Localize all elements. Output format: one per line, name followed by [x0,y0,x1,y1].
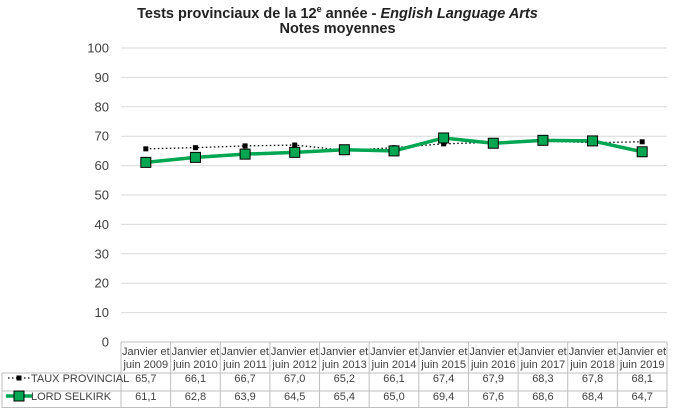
x-tick-label: Janvier et [172,346,220,358]
chart-subtitle: Notes moyennes [279,21,396,37]
data-value-label: 68,6 [532,391,553,403]
y-tick-label: 10 [95,305,109,320]
data-point-lord-selkirk [636,146,648,158]
data-point-lord-selkirk [537,134,549,146]
x-tick-label: juin 2009 [122,359,168,371]
y-tick-label: 70 [95,129,109,144]
x-tick-label: Janvier et [519,346,567,358]
y-tick-label: 100 [87,41,109,56]
data-point-lord-selkirk [140,156,152,168]
data-point-taux-provincial [192,145,198,151]
data-value-label: 65,7 [135,373,156,385]
data-value-label: 66,1 [185,373,206,385]
legend-marker-lord-selkirk [13,390,25,402]
data-value-label: 66,7 [234,373,255,385]
x-tick-label: juin 2014 [371,359,417,371]
data-value-label: 65,0 [383,391,404,403]
y-tick-label: 60 [95,158,109,173]
data-point-lord-selkirk [189,151,201,163]
data-value-label: 62,8 [185,391,206,403]
data-value-label: 68,1 [631,373,652,385]
data-point-lord-selkirk [338,144,350,156]
data-value-label: 65,4 [334,391,355,403]
title-prefix: Tests provinciaux de la 12 [137,5,317,22]
x-tick-label: Janvier et [469,346,517,358]
data-point-lord-selkirk [388,145,400,157]
data-point-taux-provincial [441,141,447,147]
y-tick-label: 0 [102,335,109,350]
data-value-label: 65,2 [334,373,355,385]
x-tick-label: juin 2019 [619,359,665,371]
chart-title: Tests provinciaux de la 12e année - Engl… [0,4,675,22]
legend-label: LORD SELKIRK [31,391,112,403]
x-tick-label: juin 2015 [420,359,466,371]
data-point-taux-provincial [639,139,645,145]
data-value-label: 68,3 [532,373,553,385]
data-value-label: 63,9 [234,391,255,403]
x-tick-label: Janvier et [221,346,269,358]
data-value-label: 66,1 [383,373,404,385]
x-tick-label: juin 2018 [569,359,615,371]
x-tick-label: juin 2016 [470,359,516,371]
data-point-taux-provincial [242,143,248,149]
x-tick-label: Janvier et [569,346,617,358]
y-tick-label: 40 [95,217,109,232]
data-point-lord-selkirk [239,148,251,160]
data-value-label: 69,4 [433,391,454,403]
data-point-taux-provincial [143,146,149,152]
data-value-label: 68,4 [582,391,603,403]
y-tick-label: 90 [95,70,109,85]
x-tick-label: juin 2010 [172,359,218,371]
data-value-label: 67,6 [483,391,504,403]
title-italic: English Language Arts [380,5,538,22]
y-tick-label: 80 [95,99,109,114]
x-tick-label: Janvier et [420,346,468,358]
data-value-label: 61,1 [135,391,156,403]
data-point-lord-selkirk [587,135,599,147]
data-point-lord-selkirk [289,146,301,158]
data-value-label: 67,0 [284,373,305,385]
x-tick-label: juin 2012 [271,359,317,371]
title-sup: e [316,4,322,14]
x-tick-label: Janvier et [271,346,319,358]
y-tick-label: 30 [95,246,109,261]
data-value-label: 67,4 [433,373,454,385]
x-tick-label: Janvier et [618,346,666,358]
x-tick-label: juin 2017 [520,359,566,371]
x-tick-label: Janvier et [321,346,369,358]
x-tick-label: juin 2013 [321,359,367,371]
data-value-label: 67,9 [483,373,504,385]
legend-label: TAUX PROVINCIAL [31,373,129,385]
data-value-label: 67,8 [582,373,603,385]
data-point-taux-provincial [292,142,298,148]
y-tick-label: 20 [95,276,109,291]
data-value-label: 64,5 [284,391,305,403]
data-value-label: 64,7 [631,391,652,403]
x-tick-label: Janvier et [122,346,170,358]
x-tick-label: juin 2011 [222,359,267,371]
y-tick-label: 50 [95,188,109,203]
data-point-lord-selkirk [438,132,450,144]
legend-marker-taux-provincial [16,375,22,381]
data-point-lord-selkirk [487,137,499,149]
x-tick-label: Janvier et [370,346,418,358]
title-middle: année - [321,5,381,22]
